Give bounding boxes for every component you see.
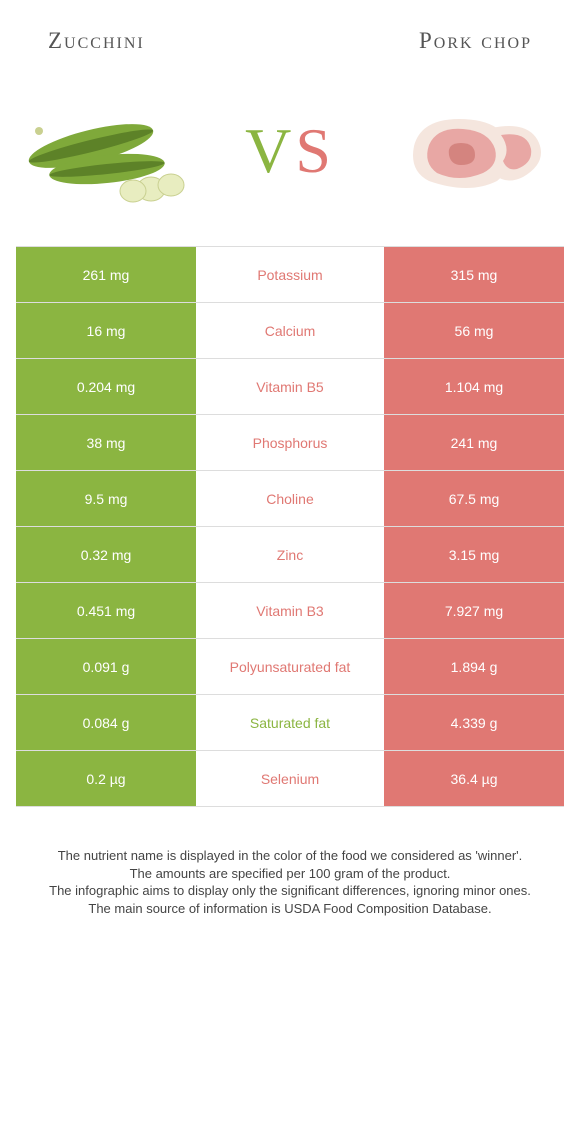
left-value: 38 mg bbox=[16, 415, 196, 470]
vs-s: S bbox=[295, 115, 335, 186]
table-row: 0.091 gPolyunsaturated fat1.894 g bbox=[16, 639, 564, 695]
right-value: 3.15 mg bbox=[384, 527, 564, 582]
right-value: 315 mg bbox=[384, 247, 564, 302]
right-value: 241 mg bbox=[384, 415, 564, 470]
footnote-line: The amounts are specified per 100 gram o… bbox=[24, 865, 556, 883]
header: Zucchini Pork chop bbox=[0, 0, 580, 64]
table-row: 0.32 mgZinc3.15 mg bbox=[16, 527, 564, 583]
right-food-title: Pork chop bbox=[419, 28, 532, 54]
nutrient-label: Vitamin B3 bbox=[196, 583, 384, 638]
nutrient-label: Selenium bbox=[196, 751, 384, 806]
footnote-line: The nutrient name is displayed in the co… bbox=[24, 847, 556, 865]
nutrient-label: Saturated fat bbox=[196, 695, 384, 750]
table-row: 0.2 µgSelenium36.4 µg bbox=[16, 751, 564, 807]
left-value: 0.091 g bbox=[16, 639, 196, 694]
left-value: 0.32 mg bbox=[16, 527, 196, 582]
table-row: 0.204 mgVitamin B51.104 mg bbox=[16, 359, 564, 415]
left-value: 0.084 g bbox=[16, 695, 196, 750]
left-value: 16 mg bbox=[16, 303, 196, 358]
right-value: 56 mg bbox=[384, 303, 564, 358]
nutrient-label: Choline bbox=[196, 471, 384, 526]
vs-v: V bbox=[245, 115, 295, 186]
nutrient-label: Calcium bbox=[196, 303, 384, 358]
left-value: 9.5 mg bbox=[16, 471, 196, 526]
comparison-table: 261 mgPotassium315 mg16 mgCalcium56 mg0.… bbox=[16, 246, 564, 807]
right-value: 4.339 g bbox=[384, 695, 564, 750]
footnote-line: The infographic aims to display only the… bbox=[24, 882, 556, 900]
right-value: 67.5 mg bbox=[384, 471, 564, 526]
vs-label: VS bbox=[245, 114, 335, 188]
vs-row: VS bbox=[0, 64, 580, 246]
table-row: 9.5 mgCholine67.5 mg bbox=[16, 471, 564, 527]
footnotes: The nutrient name is displayed in the co… bbox=[0, 807, 580, 917]
left-value: 0.204 mg bbox=[16, 359, 196, 414]
nutrient-label: Phosphorus bbox=[196, 415, 384, 470]
right-value: 36.4 µg bbox=[384, 751, 564, 806]
left-value: 261 mg bbox=[16, 247, 196, 302]
left-value: 0.2 µg bbox=[16, 751, 196, 806]
footnote-line: The main source of information is USDA F… bbox=[24, 900, 556, 918]
table-row: 0.451 mgVitamin B37.927 mg bbox=[16, 583, 564, 639]
nutrient-label: Polyunsaturated fat bbox=[196, 639, 384, 694]
table-row: 0.084 gSaturated fat4.339 g bbox=[16, 695, 564, 751]
nutrient-label: Zinc bbox=[196, 527, 384, 582]
right-value: 1.894 g bbox=[384, 639, 564, 694]
right-value: 7.927 mg bbox=[384, 583, 564, 638]
table-row: 261 mgPotassium315 mg bbox=[16, 247, 564, 303]
table-row: 16 mgCalcium56 mg bbox=[16, 303, 564, 359]
porkchop-image bbox=[384, 86, 564, 216]
table-row: 38 mgPhosphorus241 mg bbox=[16, 415, 564, 471]
zucchini-image bbox=[16, 86, 196, 216]
nutrient-label: Vitamin B5 bbox=[196, 359, 384, 414]
left-food-title: Zucchini bbox=[48, 28, 145, 54]
left-value: 0.451 mg bbox=[16, 583, 196, 638]
nutrient-label: Potassium bbox=[196, 247, 384, 302]
right-value: 1.104 mg bbox=[384, 359, 564, 414]
